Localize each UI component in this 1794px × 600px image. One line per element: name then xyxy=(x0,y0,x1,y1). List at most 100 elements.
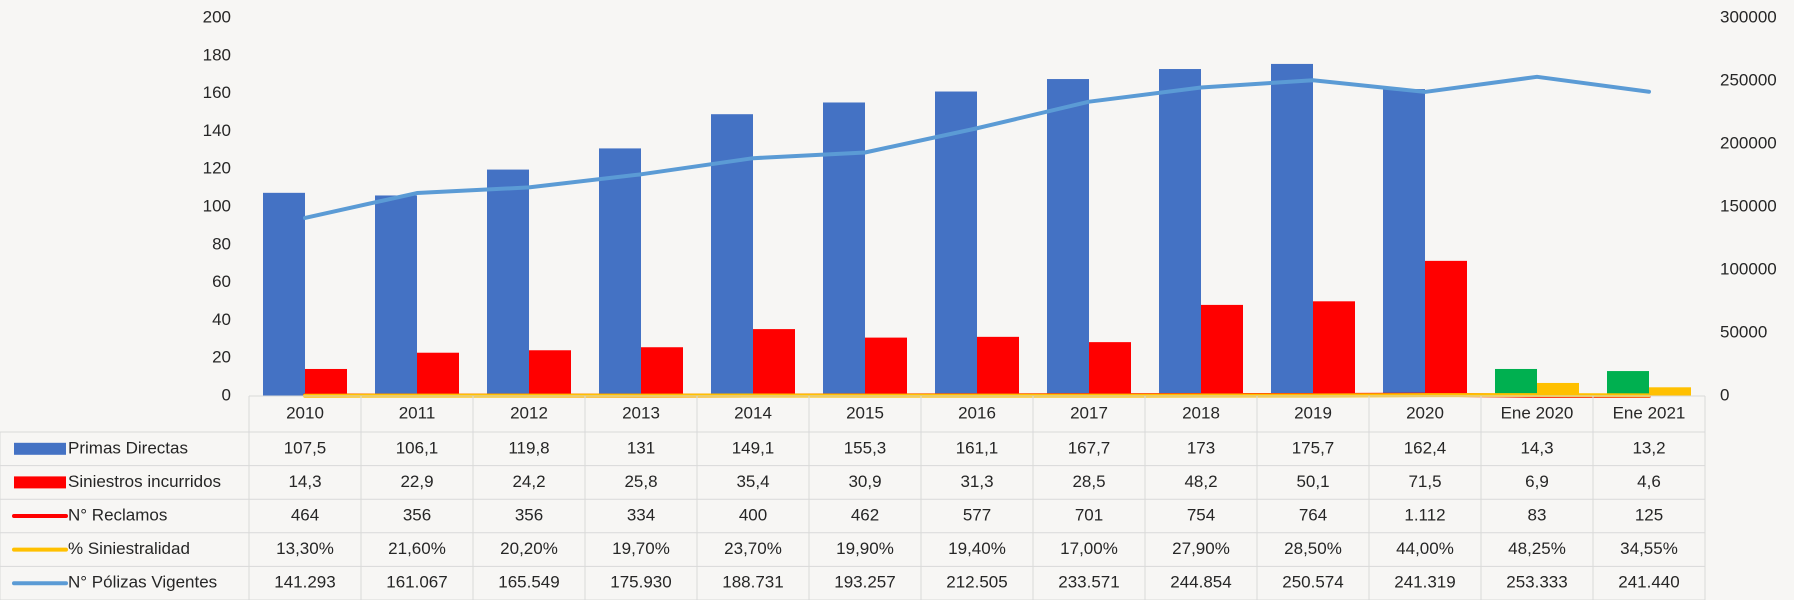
data-label: 13,2 xyxy=(1632,438,1665,457)
bar xyxy=(417,352,459,396)
y2-tick-label: 50000 xyxy=(1720,322,1767,341)
data-label: 701 xyxy=(1075,505,1103,524)
data-label: 20,20% xyxy=(500,539,558,558)
data-label: 31,3 xyxy=(960,472,993,491)
y-tick-label: 120 xyxy=(203,159,231,178)
legend-marker xyxy=(14,476,66,489)
data-label: 241.440 xyxy=(1618,573,1679,592)
data-label: 107,5 xyxy=(284,438,327,457)
category-label: 2014 xyxy=(734,403,772,422)
data-label: 1.112 xyxy=(1404,505,1445,524)
data-label: 149,1 xyxy=(732,438,775,457)
data-label: 462 xyxy=(851,505,879,524)
data-label: 119,8 xyxy=(508,438,549,457)
data-label: 44,00% xyxy=(1396,539,1454,558)
data-label: 25,8 xyxy=(624,472,657,491)
category-label: 2017 xyxy=(1070,403,1108,422)
data-label: 175.930 xyxy=(610,573,671,592)
data-label: 212.505 xyxy=(946,573,1007,592)
data-label: 141.293 xyxy=(274,573,335,592)
y2-tick-label: 0 xyxy=(1720,385,1729,404)
data-label: 125 xyxy=(1635,505,1663,524)
bar xyxy=(487,169,529,396)
data-label: 48,2 xyxy=(1184,472,1217,491)
data-label: 356 xyxy=(403,505,431,524)
data-label: 334 xyxy=(627,505,655,524)
legend-label: N° Pólizas Vigentes xyxy=(68,573,217,592)
bar xyxy=(305,368,347,396)
legend-label: Siniestros incurridos xyxy=(68,472,221,491)
data-label: 50,1 xyxy=(1296,472,1329,491)
data-label: 22,9 xyxy=(400,472,433,491)
bar xyxy=(1159,69,1201,396)
y-tick-label: 0 xyxy=(222,385,231,404)
bar xyxy=(935,91,977,397)
bar xyxy=(1383,89,1425,397)
data-label: 27,90% xyxy=(1172,539,1230,558)
category-label: 2011 xyxy=(399,403,436,422)
data-label: 106,1 xyxy=(396,438,439,457)
legend-marker xyxy=(14,442,66,455)
y-tick-label: 140 xyxy=(203,121,231,140)
data-label: 754 xyxy=(1187,505,1215,524)
data-label: 28,5 xyxy=(1072,472,1105,491)
y-tick-label: 200 xyxy=(203,7,231,26)
data-label: 23,70% xyxy=(724,539,782,558)
data-label: 167,7 xyxy=(1068,438,1111,457)
data-label: 577 xyxy=(963,505,991,524)
data-label: 253.333 xyxy=(1506,573,1567,592)
category-label: 2016 xyxy=(958,403,996,422)
category-label: 2013 xyxy=(622,403,660,422)
y2-tick-label: 200000 xyxy=(1720,133,1777,152)
data-label: 19,40% xyxy=(948,539,1006,558)
data-label: 241.319 xyxy=(1394,573,1455,592)
legend-label: Primas Directas xyxy=(68,438,188,457)
y-tick-label: 160 xyxy=(203,83,231,102)
data-label: 48,25% xyxy=(1508,539,1566,558)
data-label: 30,9 xyxy=(848,472,881,491)
data-label: 356 xyxy=(515,505,543,524)
y-tick-label: 20 xyxy=(212,348,231,367)
bar xyxy=(1495,368,1537,396)
category-label: 2015 xyxy=(846,403,884,422)
bar xyxy=(1271,63,1313,396)
data-label: 175,7 xyxy=(1292,438,1335,457)
bar xyxy=(823,102,865,396)
data-label: 233.571 xyxy=(1058,573,1119,592)
data-label: 188.731 xyxy=(722,573,783,592)
data-label: 173 xyxy=(1187,438,1215,457)
data-label: 83 xyxy=(1528,505,1547,524)
line-series xyxy=(303,74,1651,220)
legend-label: % Siniestralidad xyxy=(68,539,190,558)
data-label: 34,55% xyxy=(1620,539,1678,558)
bar xyxy=(1313,301,1355,396)
data-label: 244.854 xyxy=(1170,573,1231,592)
data-label: 19,70% xyxy=(612,539,670,558)
data-label: 161,1 xyxy=(956,438,999,457)
category-label: 2010 xyxy=(286,403,324,422)
data-label: 4,6 xyxy=(1637,472,1661,491)
bar xyxy=(263,192,305,396)
category-label: 2020 xyxy=(1406,403,1444,422)
category-label: Ene 2020 xyxy=(1501,403,1574,422)
category-label: 2018 xyxy=(1182,403,1220,422)
y-tick-label: 40 xyxy=(212,310,231,329)
y-tick-label: 80 xyxy=(212,234,231,253)
bar xyxy=(1537,382,1579,396)
bar xyxy=(1649,387,1691,396)
bar xyxy=(753,329,795,396)
bar xyxy=(711,114,753,397)
data-label: 165.549 xyxy=(498,573,559,592)
category-label: Ene 2021 xyxy=(1613,403,1686,422)
data-label: 28,50% xyxy=(1284,539,1342,558)
data-label: 6,9 xyxy=(1525,472,1549,491)
data-label: 464 xyxy=(291,505,319,524)
bar xyxy=(977,336,1019,396)
data-label: 17,00% xyxy=(1060,539,1118,558)
y-tick-label: 60 xyxy=(212,272,231,291)
data-label: 162,4 xyxy=(1404,438,1447,457)
category-label: 2012 xyxy=(510,403,548,422)
bar xyxy=(1047,79,1089,396)
bar xyxy=(1201,304,1243,396)
